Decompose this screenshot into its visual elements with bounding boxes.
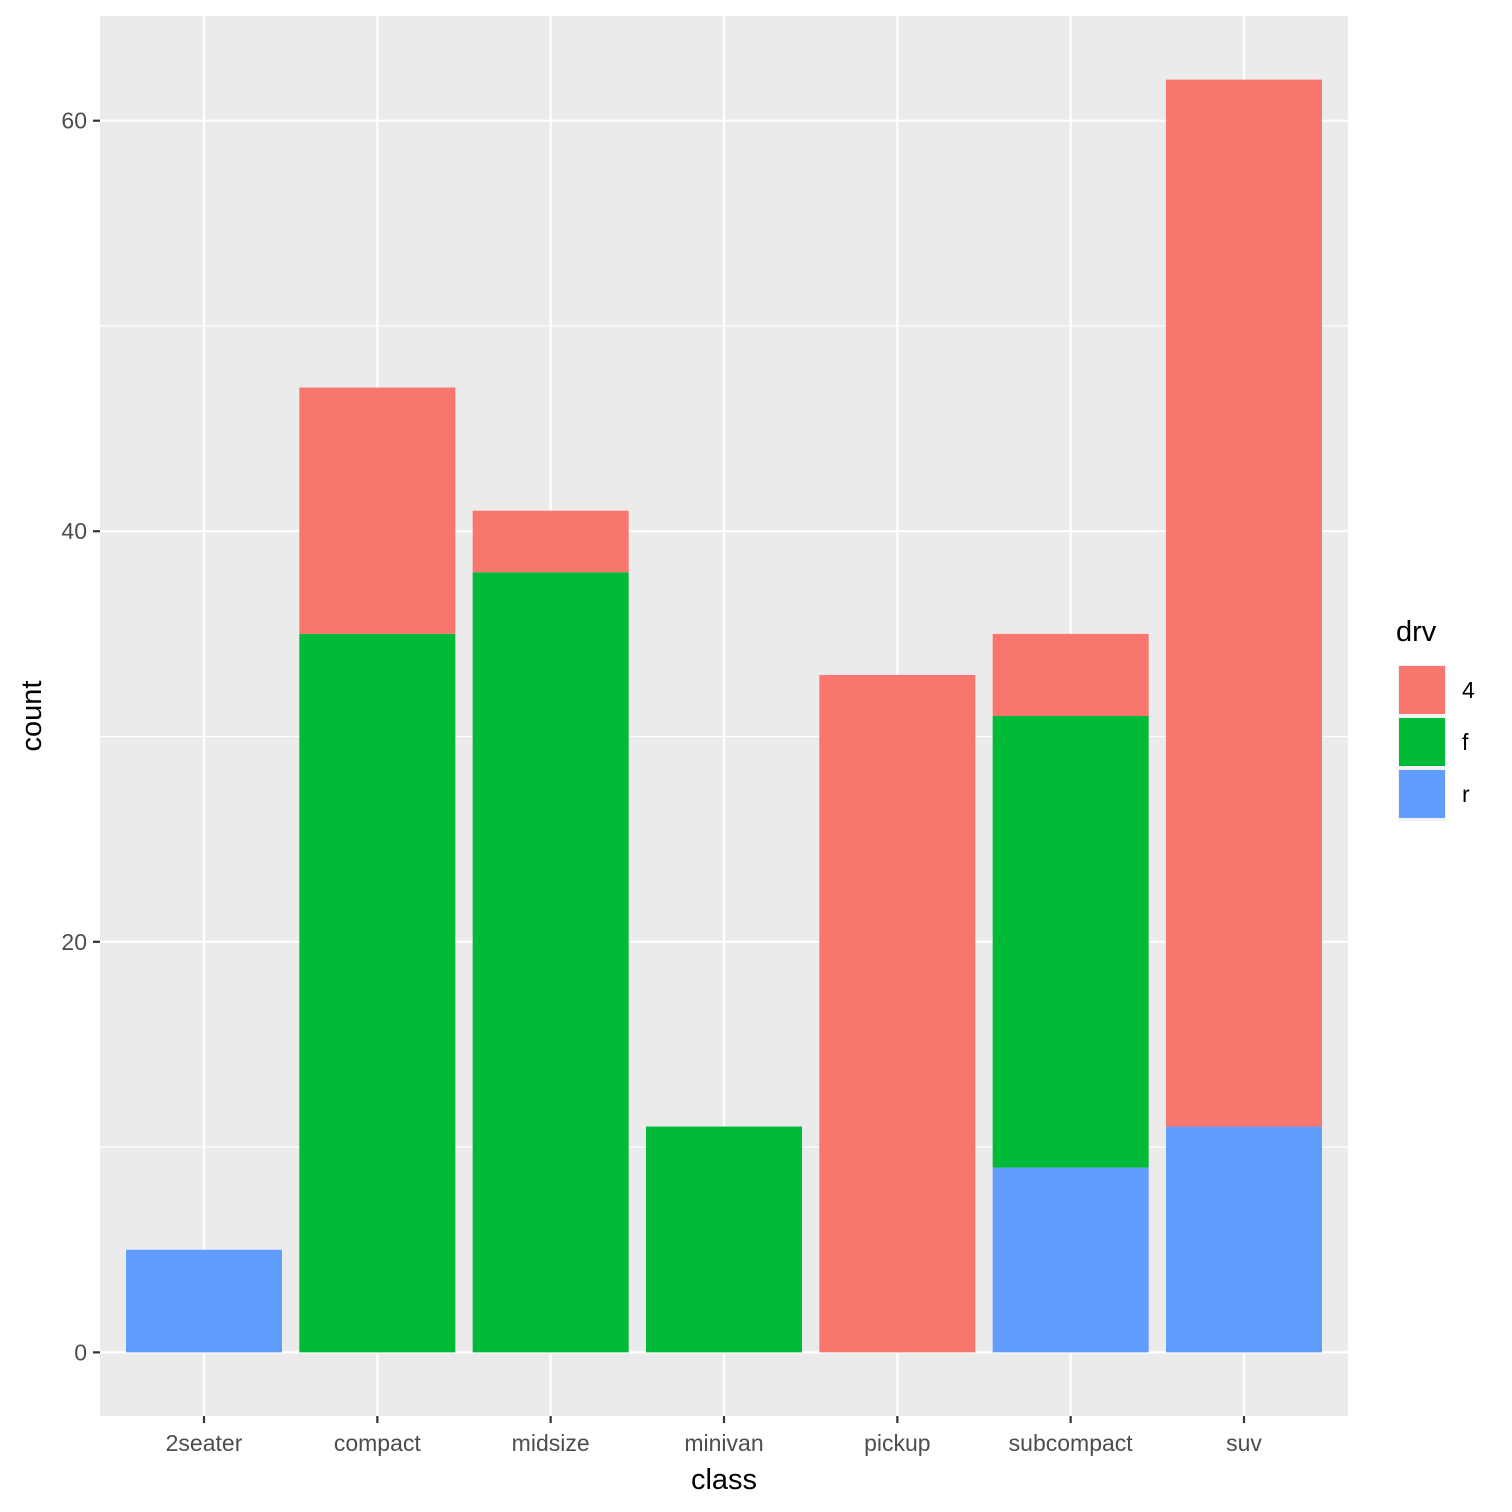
y-axis-title: count xyxy=(16,681,48,752)
y-tick-label: 0 xyxy=(74,1339,87,1365)
legend-key-r xyxy=(1399,770,1445,818)
legend-key-f xyxy=(1399,718,1445,766)
y-tick-label: 20 xyxy=(61,929,87,955)
bar-midsize-4 xyxy=(472,510,629,573)
bar-suv-r xyxy=(1166,1126,1322,1353)
bar-compact-4 xyxy=(299,387,456,634)
x-tick-label: 2seater xyxy=(166,1430,243,1456)
bar-pickup-4 xyxy=(819,674,976,1353)
x-tick-label: minivan xyxy=(684,1430,763,1456)
x-tick-label: compact xyxy=(334,1430,422,1456)
legend-label-r: r xyxy=(1462,781,1470,807)
x-tick-label: pickup xyxy=(864,1430,930,1456)
bar-suv-4 xyxy=(1166,79,1322,1127)
legend-key-4 xyxy=(1399,666,1445,714)
bar-compact-f xyxy=(299,633,456,1353)
bars xyxy=(126,79,1322,1353)
bar-subcompact-4 xyxy=(992,633,1149,716)
bar-subcompact-r xyxy=(992,1167,1149,1353)
y-tick-label: 40 xyxy=(61,518,87,544)
bar-midsize-f xyxy=(472,572,629,1353)
x-tick-label: suv xyxy=(1226,1430,1262,1456)
x-axis-title: class xyxy=(691,1464,757,1496)
y-tick-label: 60 xyxy=(61,108,87,134)
legend-title: drv xyxy=(1396,616,1437,648)
x-tick-label: subcompact xyxy=(1009,1430,1134,1456)
legend-label-f: f xyxy=(1462,729,1469,755)
bar-subcompact-f xyxy=(992,716,1149,1168)
legend: drv 4 fr xyxy=(1396,616,1475,821)
x-tick-label: midsize xyxy=(512,1430,590,1456)
bar-minivan-f xyxy=(646,1126,802,1353)
axes: 0 20 40 60 2seater compact midsize minivan picku… xyxy=(61,108,1262,1456)
bar-2seater-r xyxy=(126,1249,282,1353)
legend-label-4: 4 xyxy=(1462,677,1475,703)
